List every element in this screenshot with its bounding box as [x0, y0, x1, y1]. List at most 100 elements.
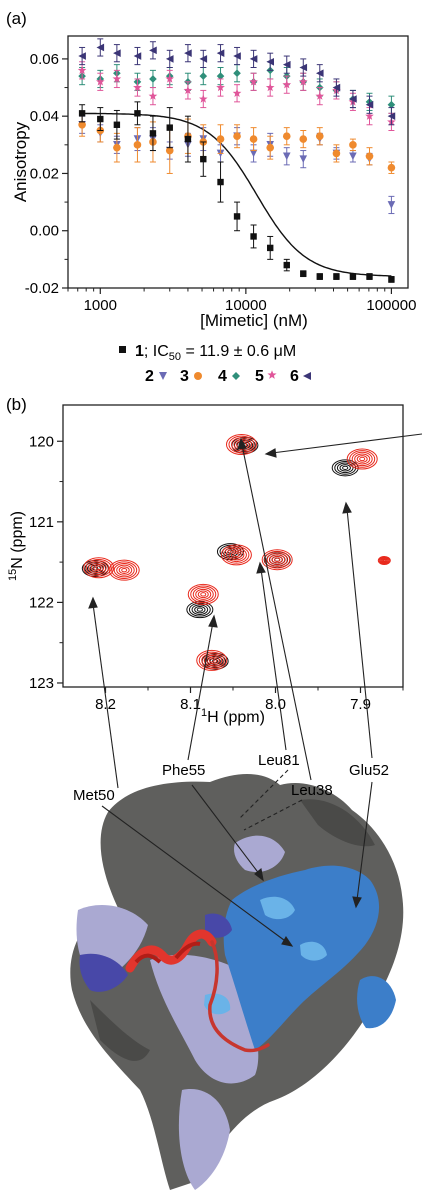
bound-peak-9-contour — [377, 556, 391, 566]
arrow-offpanel-to-leu38-peak — [271, 433, 422, 454]
point-series-3 — [78, 120, 86, 129]
series-3 — [78, 112, 396, 174]
bound-peak-8-contour — [201, 653, 223, 668]
bound-peak-9-contour — [379, 557, 389, 564]
arrow-met50-to-peak — [92, 603, 119, 789]
point-series-6 — [249, 55, 258, 63]
x-tick-label-b: 8.2 — [95, 696, 116, 713]
point-series-3 — [387, 163, 396, 172]
arrow-leu81-to-peak — [260, 568, 287, 751]
arrowhead-offpanel-leu38 — [264, 448, 277, 458]
arrowhead-met50-surface — [281, 935, 294, 947]
free-peak-6-contour — [186, 601, 214, 619]
point-series-6 — [133, 52, 142, 60]
bound-peak-7 — [187, 583, 219, 605]
point-series-6 — [349, 95, 357, 103]
bound-peak-9-contour — [382, 559, 386, 562]
legend-text-1: 1; IC50 = 11.9 ± 0.6 μM — [135, 343, 296, 363]
bound-peak-7-contour — [192, 587, 214, 602]
loop-ribbon — [208, 940, 270, 1053]
point-series-6 — [216, 49, 225, 57]
bound-peak-6-contour — [266, 552, 288, 567]
x-tick-label-a: 100000 — [366, 297, 416, 314]
point-series-5 — [365, 111, 374, 120]
x-tick-label-b: 8.0 — [265, 696, 286, 713]
bound-peak-9-contour — [381, 558, 387, 563]
point-series-1 — [184, 135, 192, 143]
point-series-1 — [217, 178, 224, 186]
point-series-4 — [149, 75, 157, 83]
bound-peak-2 — [108, 559, 140, 581]
bound-peak-7-contour — [197, 590, 209, 599]
legend-symbol-6 — [303, 372, 311, 380]
free-peak-6 — [186, 601, 214, 619]
surface-purple-right — [205, 913, 232, 938]
point-series-4 — [216, 72, 225, 80]
point-series-5 — [183, 85, 193, 95]
bound-peak-4-contour — [351, 451, 373, 467]
point-series-5 — [315, 91, 325, 100]
x-axis-label-b-sup: 1 — [201, 707, 207, 719]
point-series-1 — [316, 273, 323, 280]
point-series-5 — [298, 77, 308, 86]
surface-lightblue-highlights — [204, 896, 327, 1015]
free-peak-3-contour — [336, 462, 354, 474]
surface-purple-left — [79, 953, 128, 992]
point-series-1 — [333, 273, 340, 280]
y-tick-label-a: 0.04 — [30, 108, 59, 125]
fit-curve-group — [82, 112, 392, 277]
arrow-phe55-to-surface — [191, 784, 261, 876]
arrowhead-glu52-peak — [342, 501, 352, 514]
legend-marker-6 — [303, 372, 311, 380]
bound-peak-6-contour — [264, 550, 291, 569]
legend-number-2: 2 — [145, 368, 154, 385]
point-series-3 — [266, 143, 275, 152]
free-peak-6-contour — [194, 605, 206, 614]
point-series-6 — [282, 60, 291, 69]
y-tick-label-b: 122 — [29, 594, 54, 611]
arrow-leu38-to-surface — [243, 799, 303, 831]
arrow-met50-to-surface — [101, 805, 289, 944]
surface-blue-patch — [223, 865, 380, 1050]
point-series-1 — [267, 244, 274, 252]
point-series-5 — [77, 65, 87, 75]
arrow-phe55-to-peak — [187, 621, 214, 761]
surface-lavender-top — [234, 835, 285, 872]
legend-marker-3 — [194, 372, 202, 380]
y-axis-label-b: 15N (ppm) — [7, 511, 26, 581]
point-series-3 — [133, 141, 142, 149]
legend-marker-1 — [119, 346, 126, 353]
bound-peak-9 — [377, 556, 391, 566]
legend-number-5: 5 — [255, 368, 264, 385]
y-tick-label-a: 0.00 — [30, 223, 59, 240]
point-series-6 — [233, 52, 241, 60]
bound-peak-6-contour — [271, 555, 283, 564]
point-series-6 — [184, 49, 192, 57]
helix-ribbon-shade — [134, 941, 201, 964]
bound-peak-8-contour — [208, 658, 215, 663]
free-peak-6-contour — [191, 604, 209, 615]
bound-peak-5-contour — [233, 552, 240, 558]
protein-surface-image — [70, 774, 404, 1190]
legend-suffix-1: ; IC — [144, 343, 169, 360]
point-series-2 — [349, 152, 357, 161]
bound-peak-2-contour — [118, 566, 130, 574]
bound-peak-1-contour — [85, 558, 112, 577]
y-tick-label-a: -0.02 — [25, 280, 59, 297]
y-tick-label-a: 0.06 — [30, 51, 59, 68]
point-series-6 — [332, 83, 341, 92]
legend-marker-4 — [232, 372, 240, 380]
point-series-1 — [366, 273, 373, 280]
point-series-6 — [315, 69, 324, 78]
arrowhead-leu38-peak — [237, 437, 247, 450]
point-series-2 — [387, 201, 396, 209]
point-series-1 — [283, 261, 290, 269]
point-series-5 — [265, 83, 275, 92]
point-series-1 — [388, 276, 395, 283]
bound-peak-1-contour — [90, 562, 107, 574]
bound-peak-4-contour — [354, 453, 371, 465]
arrowhead-phe55-peak — [208, 614, 218, 628]
free-peak-6-contour — [196, 607, 203, 612]
point-series-1 — [300, 270, 307, 277]
bound-peak-4 — [346, 448, 378, 470]
